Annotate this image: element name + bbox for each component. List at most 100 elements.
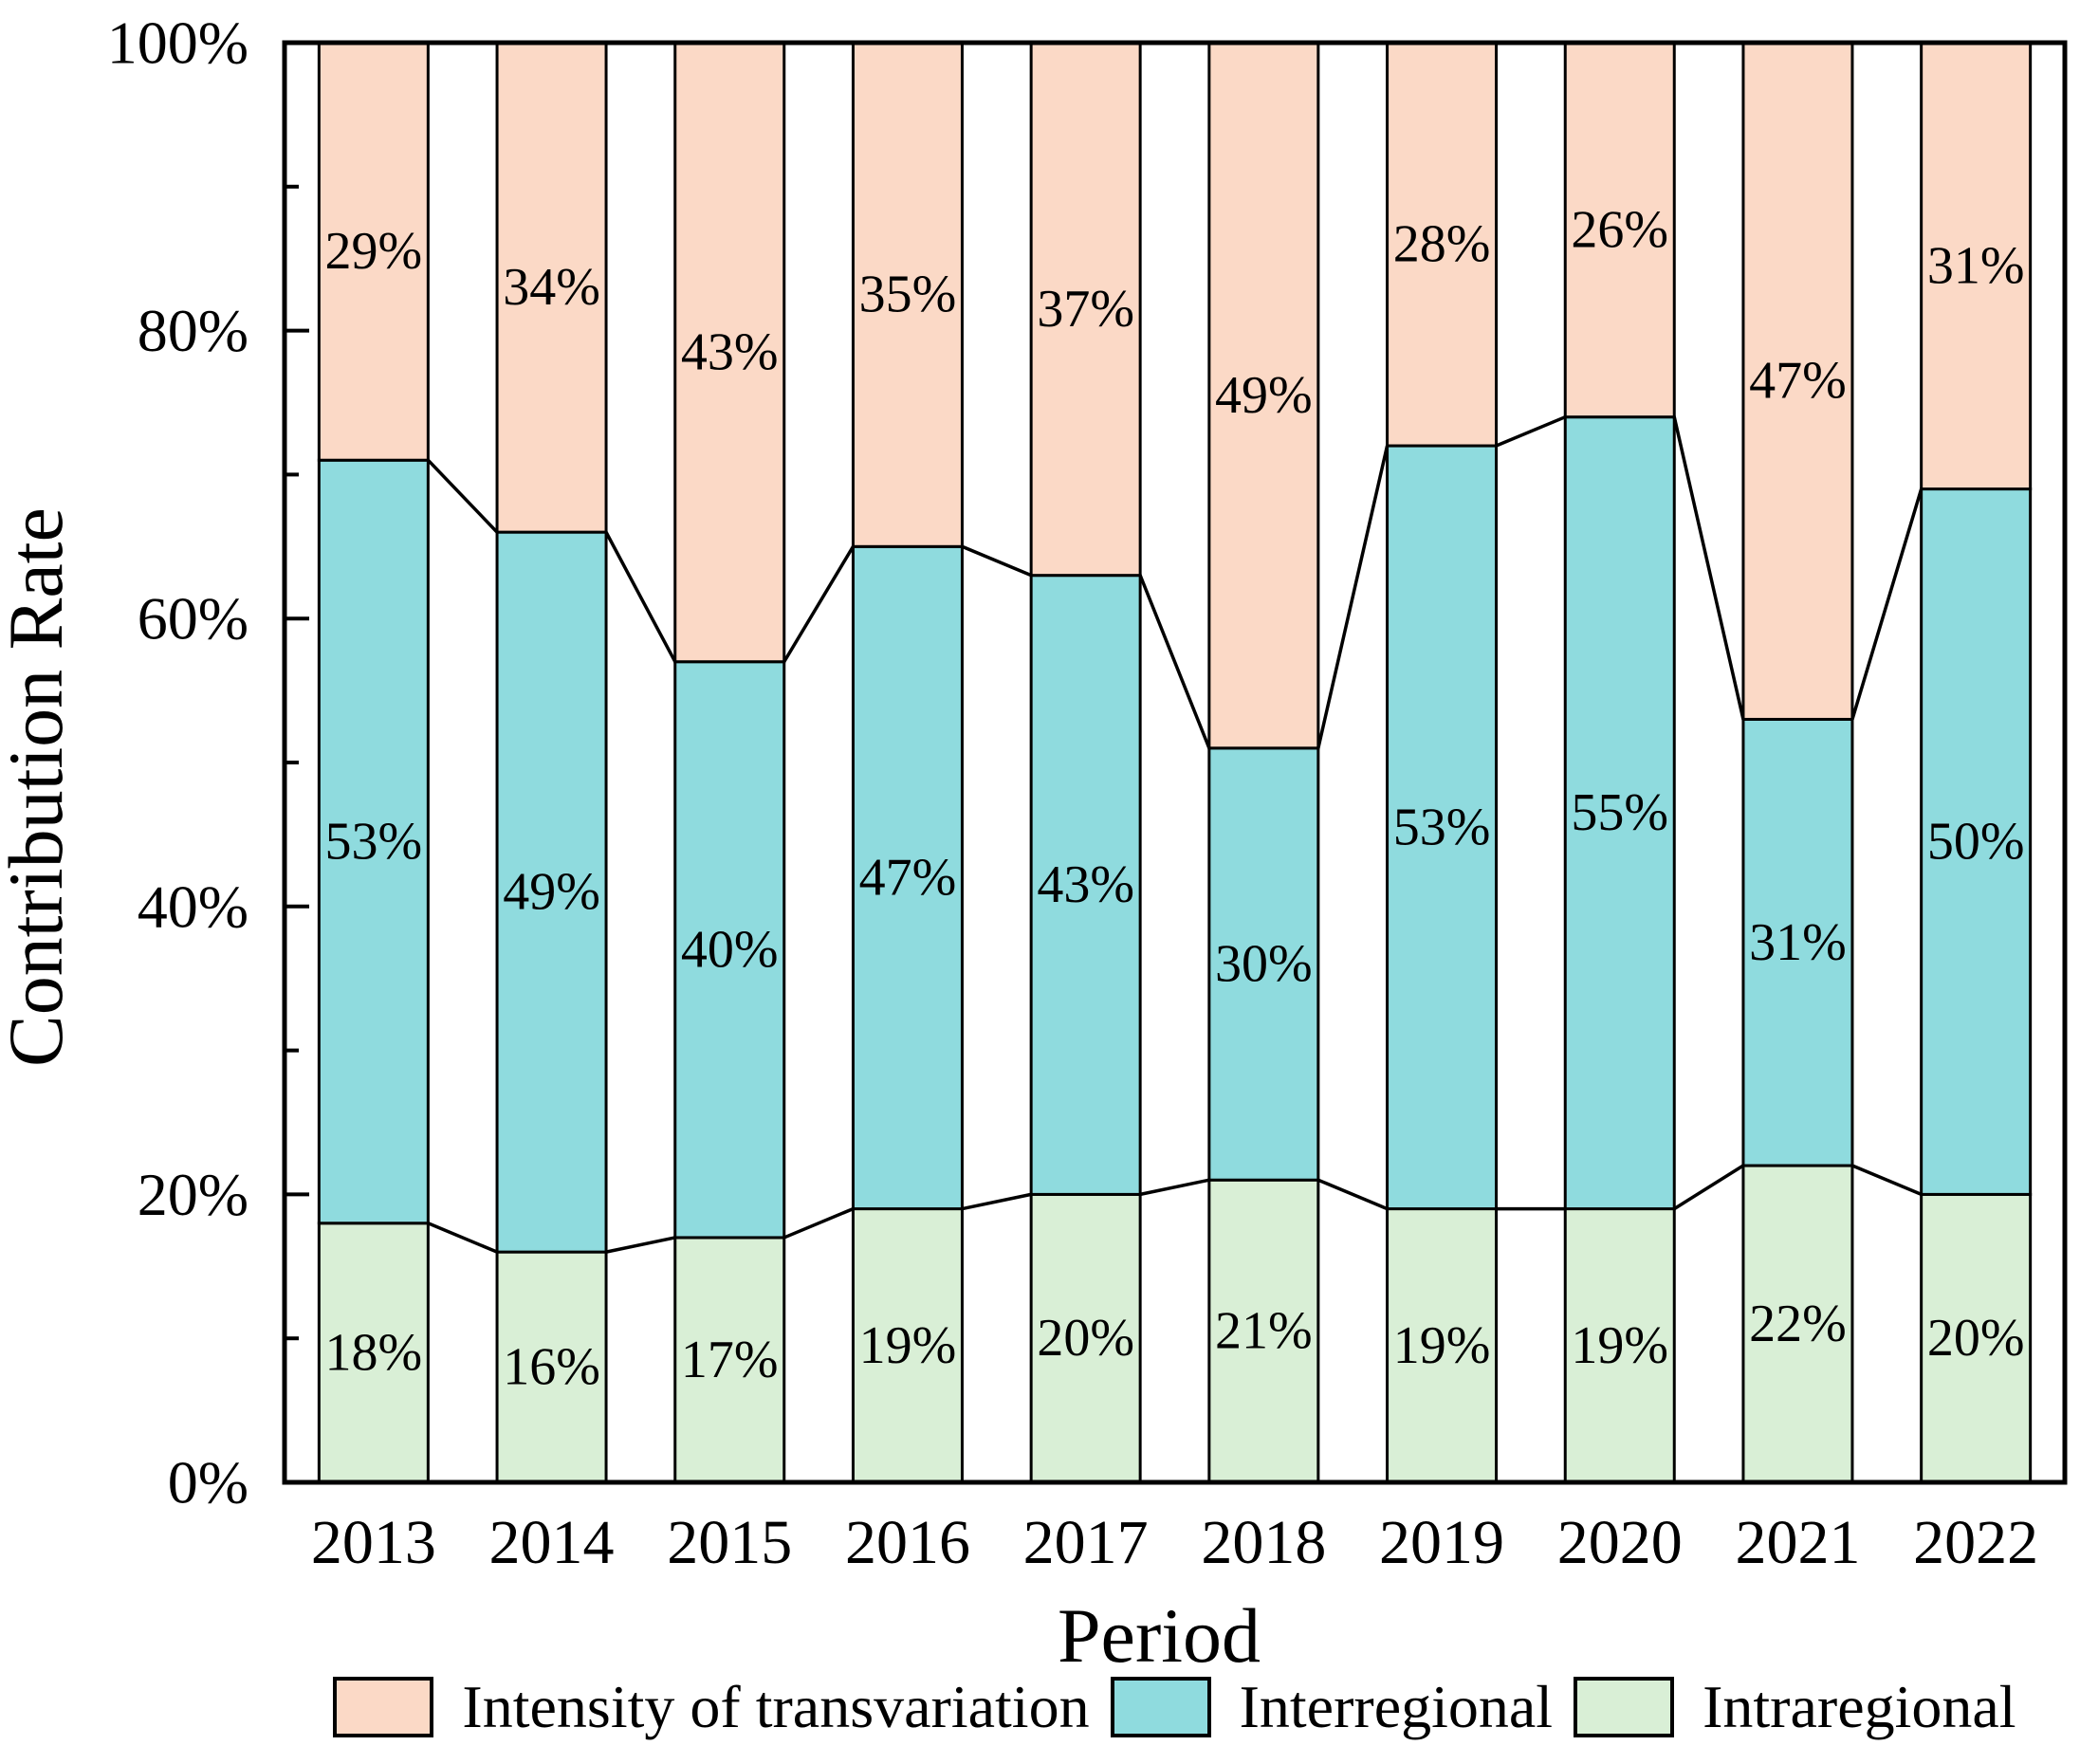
x-tick-label: 2019 — [1379, 1508, 1504, 1577]
interregional-value-label: 50% — [1927, 812, 2025, 871]
transvariation-value-label: 34% — [503, 258, 600, 317]
x-tick-label: 2015 — [667, 1508, 792, 1577]
legend-item-intensity-of-transvariation: Intensity of transvariation — [333, 1673, 1090, 1740]
intraregional-connector-line — [427, 1222, 498, 1254]
bar-segment-intraregional — [1920, 1192, 2033, 1484]
bar-segment-interregional — [1386, 444, 1499, 1211]
bar-group-2017: 20% 43% 37% — [1029, 41, 1142, 1484]
transvariation-value-label: 43% — [681, 322, 779, 381]
bar-segment-intraregional — [1386, 1207, 1499, 1484]
bar-segment-transvariation — [1563, 41, 1676, 419]
intraregional-connector-line — [605, 1236, 676, 1254]
interregional-connector-line — [1495, 415, 1566, 448]
bar-group-2020: 19% 55% 26% — [1563, 41, 1676, 1484]
legend-label: Intraregional — [1703, 1673, 2016, 1740]
transvariation-value-label: 47% — [1749, 352, 1847, 411]
intraregional-value-label: 20% — [1927, 1309, 2025, 1368]
interregional-value-label: 31% — [1749, 913, 1847, 972]
bar-segment-transvariation — [851, 41, 964, 548]
x-axis-title: Period — [1058, 1592, 1261, 1679]
bar-segment-transvariation — [1386, 41, 1499, 448]
y-tick-label: 0% — [168, 1449, 248, 1516]
interregional-connector-line — [782, 545, 855, 663]
bar-segment-interregional — [1207, 746, 1320, 1182]
intraregional-value-label: 21% — [1215, 1302, 1313, 1361]
transvariation-value-label: 26% — [1571, 200, 1668, 259]
intraregional-connector-line — [962, 1192, 1032, 1211]
bar-segment-intraregional — [1741, 1164, 1854, 1484]
transvariation-value-label: 28% — [1393, 215, 1491, 274]
y-tick-label: 20% — [138, 1161, 248, 1228]
intraregional-value-label: 17% — [681, 1331, 779, 1389]
interregional-value-label: 53% — [1393, 798, 1491, 856]
intraregional-swatch-icon — [1574, 1677, 1675, 1737]
y-tick-label: 40% — [138, 873, 248, 940]
intraregional-value-label: 19% — [1393, 1316, 1491, 1375]
interregional-value-label: 47% — [859, 848, 957, 907]
bar-group-2016: 19% 47% 35% — [851, 41, 964, 1484]
axes-layer: 0% 20% 40% 60% 80% 100% 2013 2014 2015 2016 2017 20… — [107, 9, 2068, 1577]
transvariation-value-label: 31% — [1927, 236, 2025, 295]
bar-segment-interregional — [1741, 717, 1854, 1167]
x-tick-label: 2014 — [489, 1508, 615, 1577]
y-axis-title: Contribution Rate — [0, 507, 79, 1067]
y-tick-label: 80% — [138, 297, 248, 364]
bar-group-2013: 18% 53% 29% — [317, 41, 430, 1484]
transvariation-value-label: 35% — [859, 266, 957, 324]
bar-segment-transvariation — [495, 41, 608, 534]
interregional-swatch-icon — [1110, 1677, 1211, 1737]
interregional-value-label: 43% — [1037, 855, 1134, 914]
bar-segment-intraregional — [851, 1207, 964, 1484]
interregional-connector-line — [604, 531, 677, 663]
transvariation-value-label: 29% — [325, 222, 423, 281]
interregional-connector-line — [1316, 445, 1390, 749]
bar-group-2019: 19% 53% 28% — [1386, 41, 1499, 1484]
transvariation-value-label: 49% — [1215, 366, 1313, 425]
bar-group-2015: 17% 40% 43% — [673, 41, 786, 1484]
bar-group-2014: 16% 49% 34% — [495, 41, 608, 1484]
intraregional-connector-line — [1317, 1178, 1389, 1211]
x-tick-label: 2016 — [845, 1508, 970, 1577]
x-tick-label: 2018 — [1201, 1508, 1326, 1577]
bar-group-2022: 20% 50% 31% — [1920, 41, 2033, 1484]
legend: Intensity of transvariation Interregiona… — [285, 1677, 2065, 1737]
intraregional-connector-line — [1673, 1164, 1744, 1211]
intraregional-value-label: 16% — [503, 1338, 600, 1397]
bar-segment-intraregional — [317, 1222, 430, 1484]
interregional-value-label: 55% — [1571, 783, 1668, 842]
legend-item-intraregional: Intraregional — [1574, 1677, 2016, 1737]
interregional-value-label: 40% — [681, 920, 779, 979]
x-tick-label: 2017 — [1023, 1508, 1149, 1577]
bar-segment-interregional — [495, 530, 608, 1254]
interregional-value-label: 53% — [325, 812, 423, 871]
bar-segment-transvariation — [1207, 41, 1320, 750]
bar-segment-interregional — [317, 458, 430, 1225]
bar-segment-interregional — [1563, 415, 1676, 1211]
legend-label: Intensity of transvariation — [462, 1673, 1090, 1740]
intraregional-value-label: 22% — [1749, 1295, 1847, 1353]
x-tick-label: 2013 — [311, 1508, 436, 1577]
bar-segment-transvariation — [1741, 41, 1854, 721]
intraregional-value-label: 18% — [325, 1323, 423, 1382]
bar-segment-transvariation — [1029, 41, 1142, 578]
intraregional-connector-line — [1139, 1178, 1210, 1197]
interregional-connector-line — [1672, 416, 1745, 720]
interregional-connector-line — [427, 459, 499, 534]
connector-lines-layer — [427, 415, 1924, 1254]
interregional-value-label: 30% — [1215, 935, 1313, 994]
y-tick-label: 100% — [107, 9, 248, 77]
intraregional-value-label: 19% — [859, 1316, 957, 1375]
bar-segment-interregional — [673, 660, 786, 1240]
intraregional-value-label: 20% — [1037, 1309, 1134, 1368]
x-tick-label: 2021 — [1735, 1508, 1860, 1577]
x-tick-label: 2022 — [1913, 1508, 2038, 1577]
bar-group-2021: 22% 31% 47% — [1741, 41, 1854, 1484]
transvariation-value-label: 37% — [1037, 280, 1134, 339]
interregional-connector-line — [1850, 488, 1924, 720]
bars-layer: 18% 53% 29% 16% 49% 34% 17% 40% 43% 19% 47% 35% 20% 4… — [317, 41, 2033, 1484]
intraregional-value-label: 19% — [1571, 1316, 1668, 1375]
legend-label: Interregional — [1239, 1673, 1554, 1740]
bar-segment-interregional — [1920, 487, 2033, 1196]
